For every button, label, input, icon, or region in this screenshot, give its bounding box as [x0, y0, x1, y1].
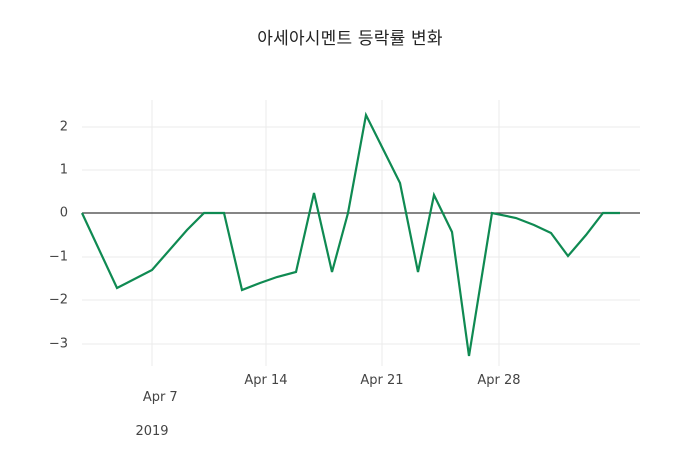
ytick-label-neg1: −1	[48, 249, 68, 265]
vertical-gridlines	[151, 100, 500, 366]
data-series-line	[81, 111, 620, 357]
xtick-label-apr-7-date: Apr 7	[142, 390, 178, 405]
ytick-label-2: 2	[59, 119, 68, 135]
chart-figure: 아세아시멘트 등락률 변화 2 1 0 −1 −2 −3 Apr 7 2019 …	[48, 29, 640, 439]
ytick-label-neg2: −2	[48, 292, 68, 308]
ytick-label-1: 1	[59, 162, 68, 178]
xtick-label-apr-21: Apr 21	[360, 373, 404, 388]
xtick-label-apr-28: Apr 28	[477, 373, 521, 388]
xtick-label-apr-7-year: 2019	[135, 424, 169, 439]
plot-area	[81, 100, 640, 366]
xtick-label-apr-7: Apr 7 2019	[126, 372, 177, 474]
xtick-label-apr-14: Apr 14	[244, 373, 288, 388]
horizontal-gridlines	[82, 126, 640, 345]
ytick-label-neg3: −3	[48, 336, 68, 352]
chart-title: 아세아시멘트 등락률 변화	[257, 29, 443, 49]
ytick-label-0: 0	[59, 205, 68, 221]
